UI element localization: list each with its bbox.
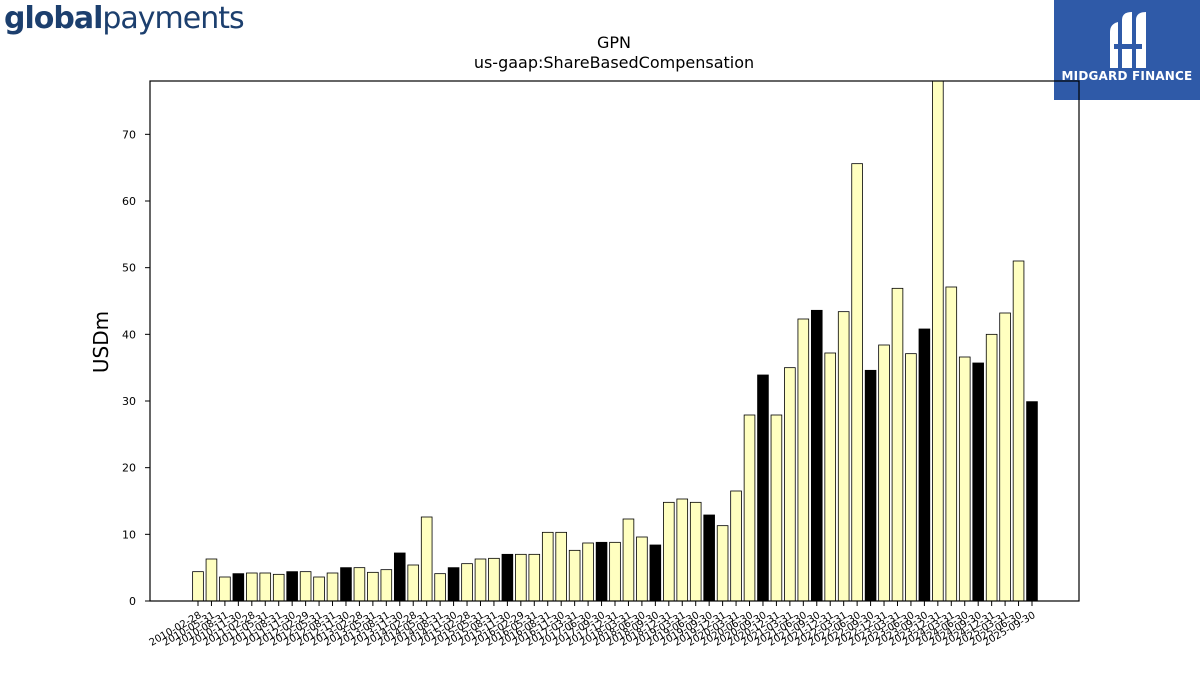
chart-subtitle: us-gaap:ShareBasedCompensation <box>474 53 754 72</box>
bar-2024-03-31 <box>945 286 958 602</box>
bar-2013-02-28 <box>353 567 366 602</box>
bar-2024-06-30 <box>958 356 971 602</box>
bar-2011-02-28 <box>246 572 258 602</box>
bar-2010-08-31 <box>219 576 231 602</box>
x-axis: 2010-02-282010-05-312010-08-312010-11-30… <box>148 601 1038 649</box>
bar-2012-11-30 <box>340 567 352 602</box>
bar-2014-11-30 <box>447 567 460 602</box>
bar-2019-06-30 <box>689 501 702 602</box>
bar-2011-11-30 <box>286 571 298 602</box>
bar-2021-12-31 <box>824 352 837 602</box>
y-tick-label: 50 <box>122 262 136 275</box>
bar-2015-02-28 <box>461 563 473 602</box>
logo-text-global: global <box>4 1 103 36</box>
y-tick-label: 30 <box>122 395 136 408</box>
bar-2022-03-31 <box>837 311 850 602</box>
bar-2010-02-28 <box>192 571 204 602</box>
bar-2024-12-31 <box>985 333 998 602</box>
bar-2010-05-31 <box>205 558 218 602</box>
bar-2017-09-30 <box>595 541 608 602</box>
plot-frame <box>149 80 1080 602</box>
bar-2023-09-30 <box>918 328 931 602</box>
y-tick-label: 10 <box>122 528 136 541</box>
bar-2021-06-30 <box>797 318 810 602</box>
bar-2017-12-31 <box>609 541 621 602</box>
chart-title: GPN <box>597 33 631 52</box>
bar-2025-09-30 <box>1026 401 1038 602</box>
y-tick-label: 0 <box>129 595 136 608</box>
bar-2016-02-29 <box>515 553 527 602</box>
bar-2022-09-30 <box>864 369 877 602</box>
bar-2023-12-31 <box>932 80 944 602</box>
bar-2014-08-31 <box>434 573 446 602</box>
bar-2016-11-30 <box>555 531 567 602</box>
bar-2019-03-31 <box>676 498 689 602</box>
midgard-finance-text: MIDGARD FINANCE <box>1061 69 1193 83</box>
midgard-finance-logo: MIDGARD FINANCE <box>1054 0 1200 100</box>
y-axis: 0 10 20 30 40 50 60 70 <box>122 128 150 608</box>
bar-2012-05-31 <box>313 576 325 602</box>
y-tick-label: 60 <box>122 195 136 208</box>
bar-2018-06-30 <box>636 536 648 602</box>
bar-2012-08-31 <box>326 572 339 602</box>
bar-2014-05-31 <box>420 516 433 602</box>
logo-text-payments: payments <box>102 1 244 36</box>
bar-2020-03-31 <box>730 490 742 602</box>
bars-group <box>192 80 1038 602</box>
bar-2025-06-30 <box>1012 260 1025 602</box>
bar-2012-02-29 <box>299 571 312 602</box>
bar-2016-05-31 <box>528 553 541 602</box>
bar-2019-09-30 <box>703 514 715 602</box>
bar-2017-03-31 <box>568 549 581 602</box>
bar-2019-12-31 <box>716 525 729 602</box>
bar-2020-06-30 <box>743 414 756 602</box>
bar-2013-11-30 <box>393 552 406 602</box>
bar-2013-08-31 <box>380 569 393 602</box>
bar-2013-05-31 <box>367 571 379 602</box>
bar-2010-11-30 <box>232 573 245 602</box>
y-axis-label: USDm <box>89 311 113 373</box>
bar-2020-12-31 <box>770 414 783 602</box>
bar-2023-03-31 <box>891 287 904 602</box>
y-tick-label: 40 <box>122 328 136 341</box>
bar-2011-08-31 <box>272 573 285 602</box>
bar-2023-06-30 <box>905 353 917 602</box>
bar-2022-12-31 <box>878 344 890 602</box>
globalpayments-logo: globalpayments <box>4 0 245 38</box>
bar-2020-09-30 <box>757 374 769 602</box>
bar-2015-05-31 <box>474 558 487 602</box>
bar-2015-08-31 <box>488 557 500 602</box>
bar-2024-09-30 <box>972 362 984 602</box>
bar-2015-11-30 <box>501 553 514 602</box>
y-tick-label: 70 <box>122 128 136 141</box>
bar-2025-03-31 <box>999 312 1011 602</box>
bar-2018-03-31 <box>622 518 635 602</box>
bar-2022-06-30 <box>851 163 863 602</box>
bar-2011-05-31 <box>259 572 272 602</box>
bar-2017-06-30 <box>582 542 594 602</box>
bar-2021-09-30 <box>810 309 823 602</box>
bar-2018-12-31 <box>663 501 675 602</box>
bar-2021-03-31 <box>784 367 796 602</box>
y-tick-label: 20 <box>122 462 136 475</box>
bar-2016-08-31 <box>541 531 554 602</box>
bar-2018-09-30 <box>649 544 662 602</box>
midgard-m-icon <box>1110 12 1146 68</box>
bar-2014-02-28 <box>407 564 420 602</box>
